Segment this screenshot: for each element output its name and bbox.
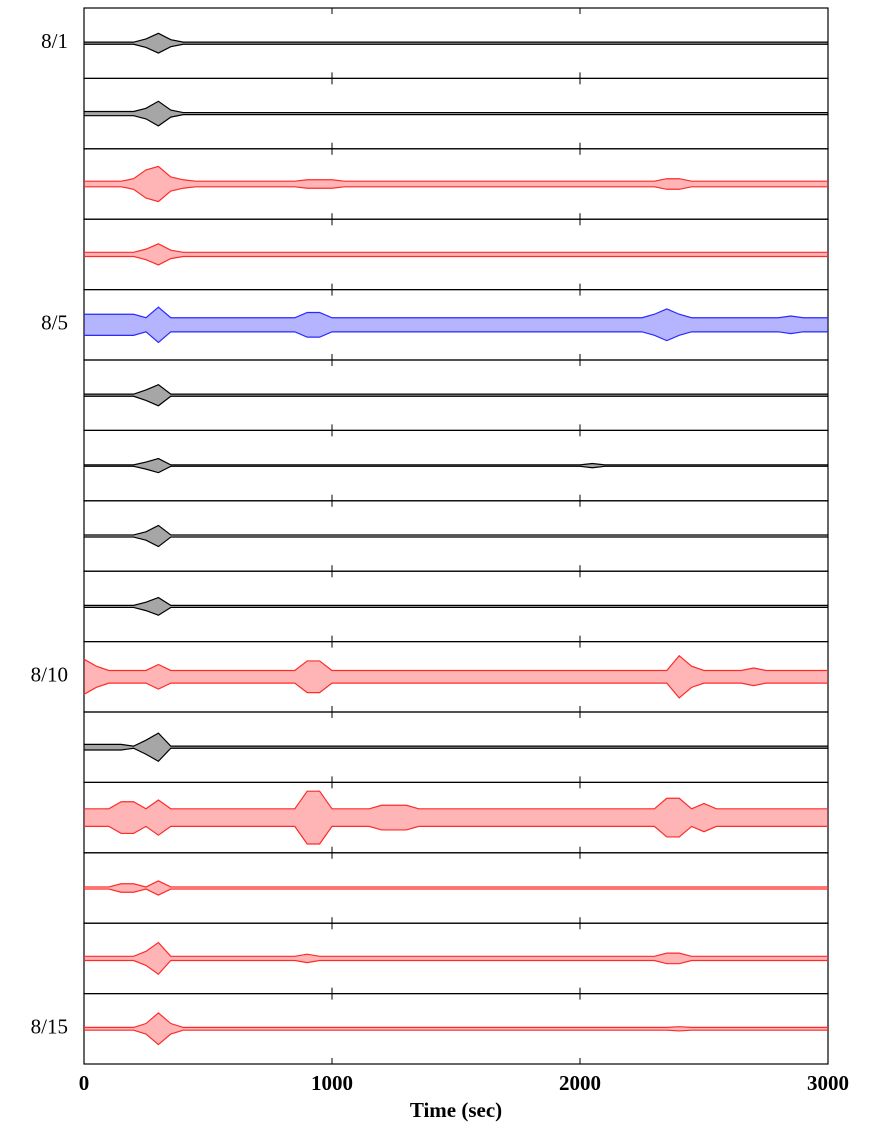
- x-tick-label: 3000: [807, 1071, 849, 1095]
- trace-band: [84, 101, 828, 126]
- row-label: 8/10: [31, 663, 68, 687]
- trace-lower: [84, 959, 828, 976]
- trace-upper: [84, 732, 828, 747]
- x-tick-label: 2000: [559, 1071, 601, 1095]
- trace-lower: [84, 114, 828, 127]
- trace-lower: [84, 536, 828, 548]
- trace-band: [84, 880, 828, 896]
- trace-upper: [84, 383, 828, 395]
- trace-upper: [84, 165, 828, 182]
- trace-lower: [84, 43, 828, 54]
- trace-lower: [84, 888, 828, 896]
- trace-band: [84, 33, 828, 54]
- trace-lower: [83, 682, 828, 699]
- trace-upper: [84, 100, 828, 114]
- trace-band: [84, 243, 828, 265]
- trace-band: [84, 525, 828, 547]
- trace-band: [84, 1012, 828, 1045]
- x-tick-label: 1000: [311, 1071, 353, 1095]
- trace-lower: [84, 825, 828, 845]
- trace-upper: [84, 596, 828, 606]
- row-label: 8/15: [31, 1015, 68, 1039]
- trace-lower: [84, 1029, 828, 1046]
- trace-upper: [84, 524, 828, 536]
- trace-upper: [84, 790, 828, 810]
- trace-lower: [84, 465, 828, 474]
- trace-upper: [84, 880, 828, 888]
- trace-band: [84, 597, 828, 616]
- trace-upper: [84, 457, 828, 466]
- trace-band: [84, 733, 828, 762]
- trace-upper: [84, 306, 828, 319]
- trace-lower: [84, 186, 828, 203]
- trace-upper: [84, 941, 828, 957]
- x-tick-label: 0: [79, 1071, 90, 1095]
- row-label: 8/1: [41, 29, 68, 53]
- trace-band: [84, 307, 828, 343]
- trace-upper: [84, 1012, 828, 1028]
- trace-band: [84, 942, 828, 975]
- trace-lower: [84, 747, 828, 763]
- trace-band: [84, 655, 828, 698]
- trace-band: [84, 458, 828, 473]
- trace-upper: [84, 32, 828, 43]
- trace-lower: [84, 606, 828, 616]
- trace-lower: [84, 331, 828, 344]
- panel-frame: [83, 992, 829, 1065]
- trace-band: [84, 384, 828, 406]
- trace-upper: [83, 654, 828, 672]
- trace-lower: [84, 255, 828, 266]
- trace-upper: [84, 243, 828, 253]
- trace-band: [84, 791, 828, 844]
- trace-band: [84, 166, 828, 202]
- trace-lower: [84, 395, 828, 407]
- x-axis-label: Time (sec): [410, 1098, 502, 1122]
- row-label: 8/5: [41, 311, 68, 335]
